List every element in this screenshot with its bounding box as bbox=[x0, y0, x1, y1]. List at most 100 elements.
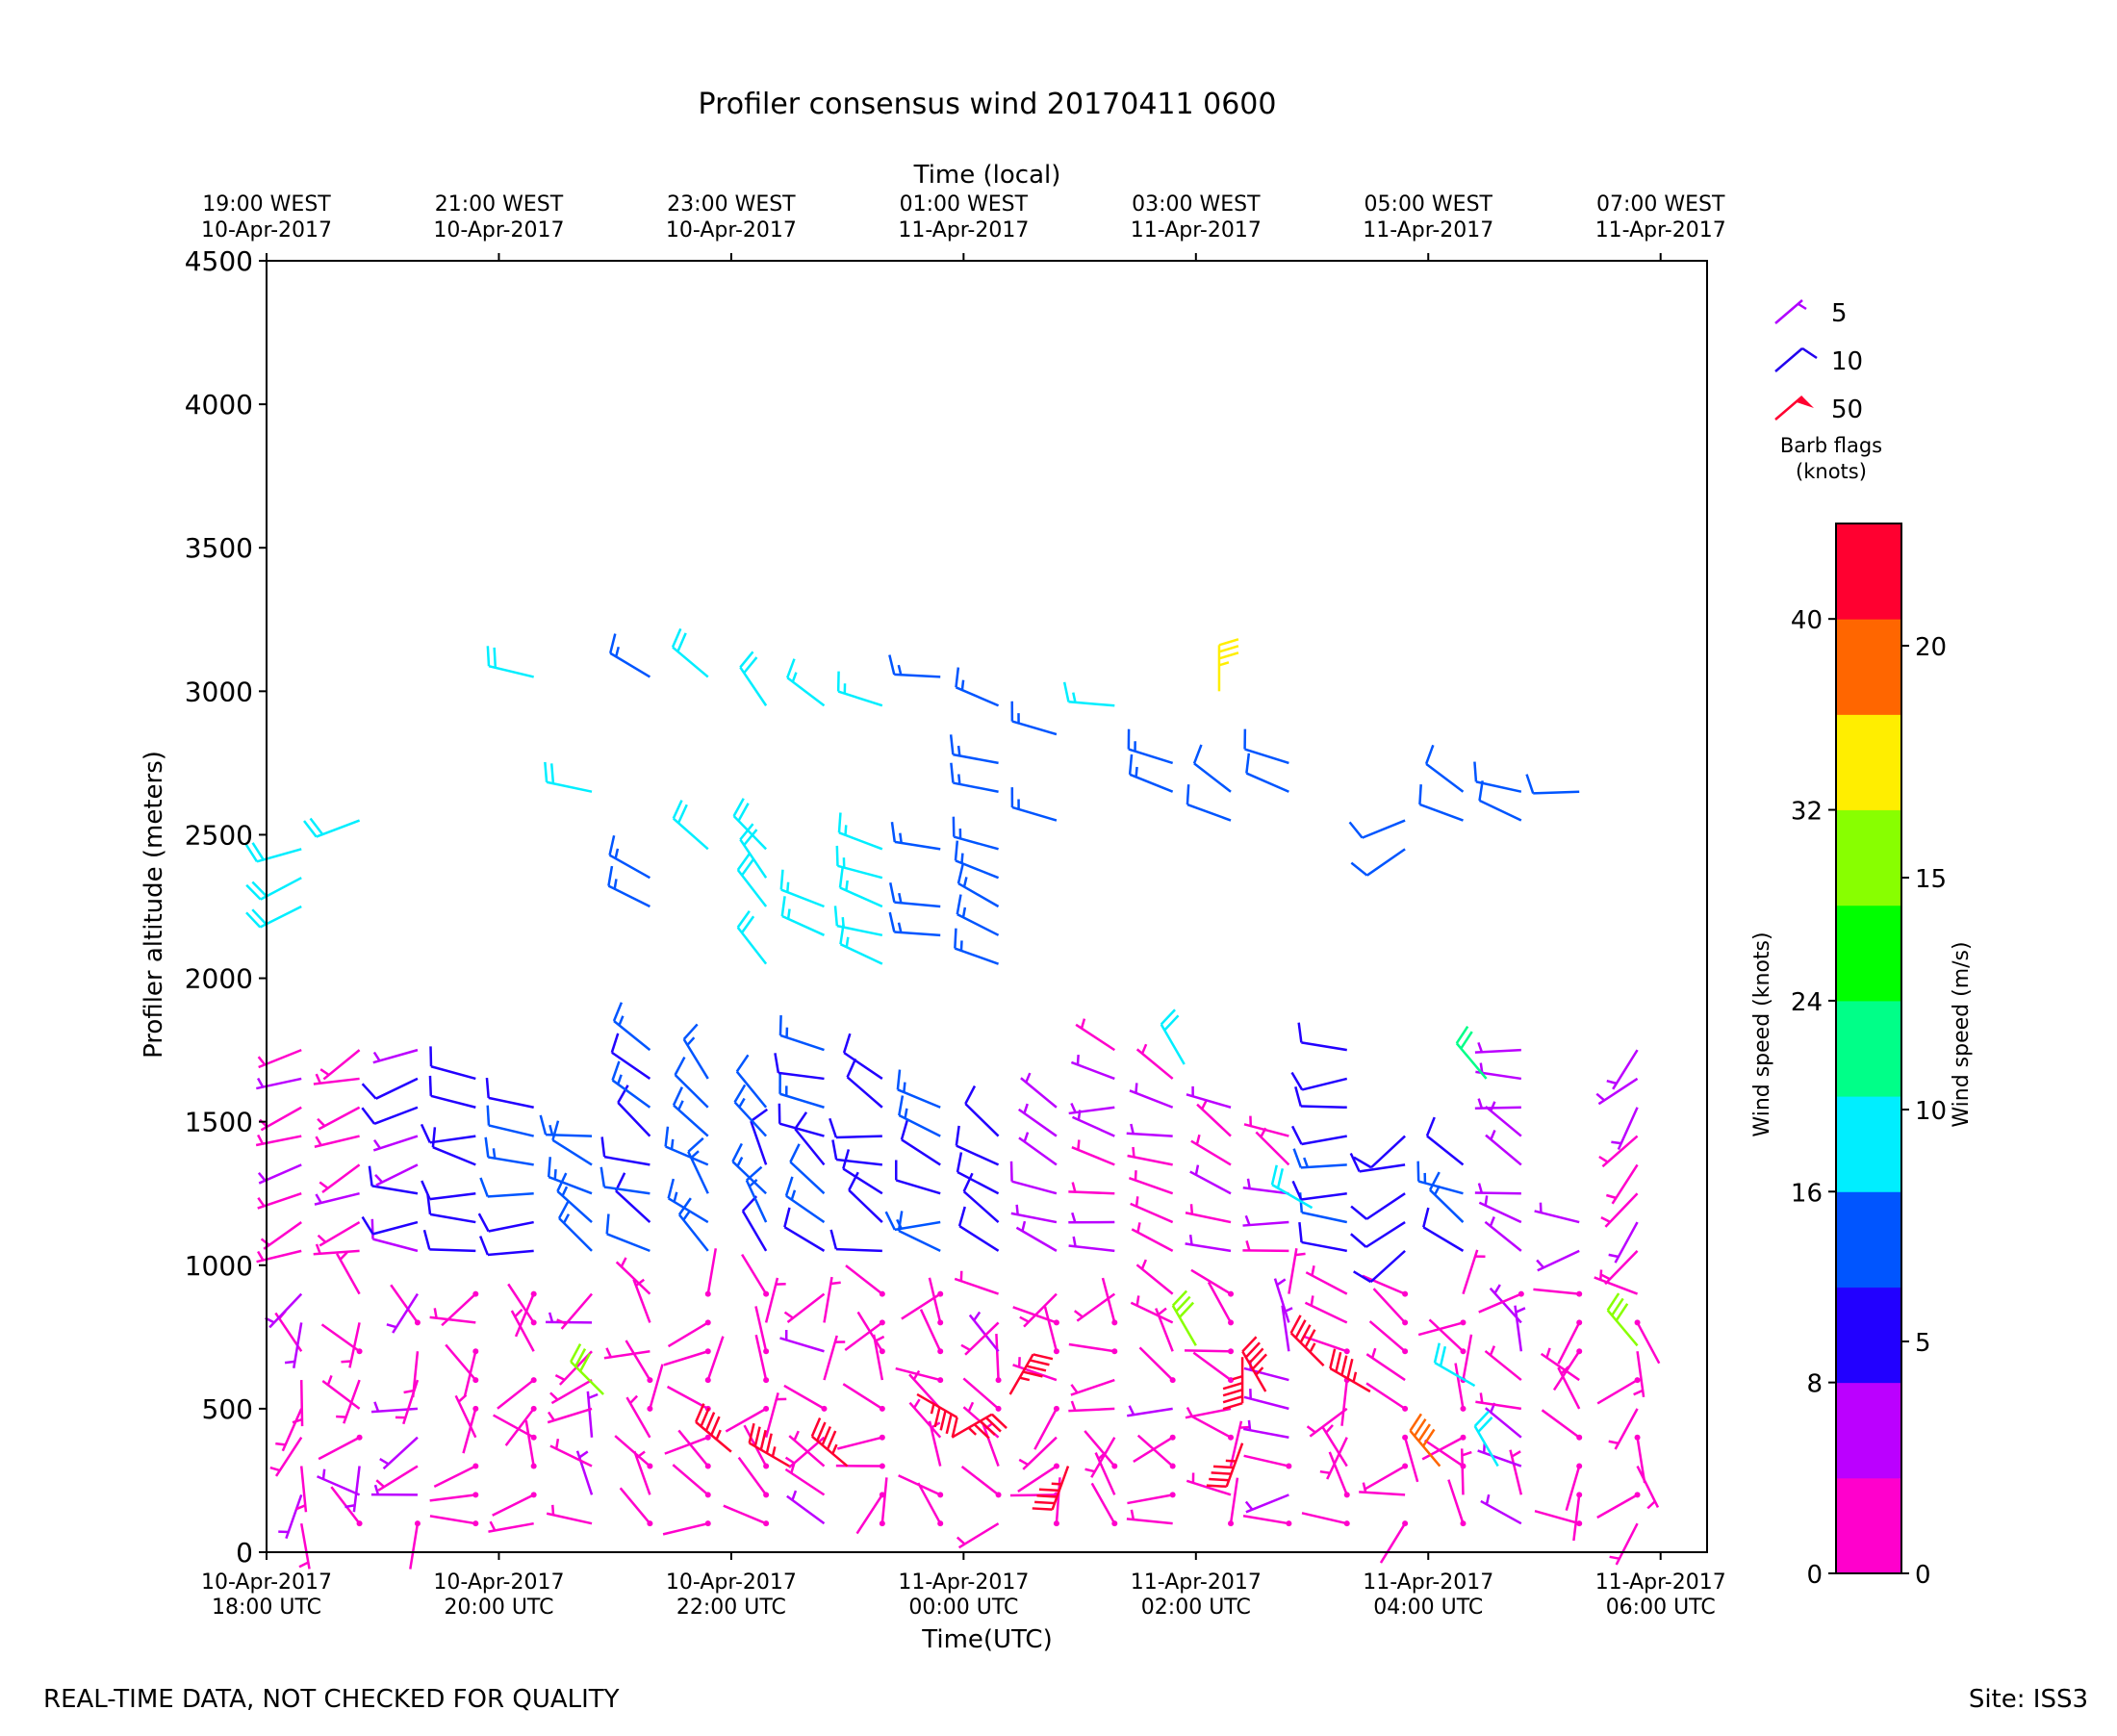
wind-barb bbox=[1076, 1019, 1114, 1050]
wind-barb bbox=[497, 1377, 537, 1409]
wind-barb bbox=[782, 896, 825, 935]
wind-barb bbox=[1475, 1042, 1521, 1052]
wind-barb bbox=[1010, 1354, 1053, 1394]
wind-barb bbox=[1068, 1213, 1114, 1222]
wind-barb bbox=[674, 1087, 708, 1136]
wind-barb bbox=[1611, 1108, 1637, 1150]
x-tick-date: 10-Apr-2017 bbox=[433, 1570, 564, 1595]
wind-barb bbox=[684, 1024, 708, 1079]
wind-barb bbox=[1597, 1377, 1640, 1403]
wind-barb bbox=[1342, 1377, 1350, 1426]
wind-barb bbox=[1429, 1319, 1466, 1354]
wind-barb bbox=[1601, 1193, 1638, 1227]
wind-barb bbox=[1246, 1494, 1289, 1512]
wind-barb bbox=[610, 634, 650, 677]
colorbar-knot-label: 40 bbox=[1791, 606, 1823, 635]
wind-barb bbox=[957, 895, 999, 935]
wind-barb bbox=[1069, 1237, 1115, 1251]
barb-layer bbox=[246, 628, 1659, 1569]
wind-barb bbox=[775, 1053, 824, 1079]
wind-barb bbox=[430, 1076, 475, 1108]
colorbar-segment bbox=[1836, 714, 1901, 810]
wind-barb bbox=[376, 1467, 418, 1491]
legend-barb-5 bbox=[1775, 300, 1806, 323]
wind-barb bbox=[1034, 1406, 1059, 1449]
legend-label-5: 5 bbox=[1831, 299, 1848, 328]
wind-barb bbox=[766, 1278, 786, 1323]
wind-barb bbox=[318, 1469, 360, 1495]
wind-barb bbox=[1072, 1139, 1114, 1164]
wind-barb bbox=[304, 819, 360, 837]
wind-barb bbox=[319, 1435, 362, 1459]
colorbar-segment bbox=[1836, 906, 1901, 1002]
wind-barb bbox=[785, 1294, 825, 1322]
wind-barb bbox=[756, 1335, 769, 1383]
wind-barb bbox=[246, 906, 301, 928]
wind-barb bbox=[550, 1380, 592, 1403]
wind-barb bbox=[314, 1074, 360, 1084]
wind-barb bbox=[785, 1464, 824, 1495]
wind-barb bbox=[964, 1173, 999, 1222]
wind-barb bbox=[896, 1161, 940, 1194]
y-tick-label: 4500 bbox=[185, 245, 253, 277]
x-tick-date: 10-Apr-2017 bbox=[201, 1570, 332, 1595]
x2-tick-date: 11-Apr-2017 bbox=[1131, 218, 1262, 243]
wind-barb bbox=[319, 1164, 359, 1192]
x-tick-date: 11-Apr-2017 bbox=[1131, 1570, 1262, 1595]
wind-barb bbox=[488, 1106, 534, 1136]
wind-barb bbox=[930, 1278, 943, 1326]
wind-barb bbox=[996, 1334, 1002, 1383]
wind-barb bbox=[545, 762, 592, 792]
wind-barb bbox=[601, 1167, 650, 1193]
wind-barb bbox=[737, 1055, 766, 1107]
legend-label-10: 10 bbox=[1831, 347, 1863, 376]
wind-barb bbox=[1293, 1181, 1347, 1199]
x2-tick-time: 07:00 WEST bbox=[1596, 192, 1725, 217]
wind-barb bbox=[604, 1348, 650, 1358]
wind-barb bbox=[318, 1108, 360, 1130]
wind-barb bbox=[1288, 1248, 1305, 1293]
wind-barb bbox=[363, 1079, 418, 1099]
wind-barb bbox=[951, 763, 998, 792]
wind-barb bbox=[1475, 1063, 1520, 1079]
x2-tick-date: 11-Apr-2017 bbox=[898, 218, 1029, 243]
wind-barb bbox=[618, 1085, 650, 1136]
x2-tick-date: 11-Apr-2017 bbox=[1595, 218, 1726, 243]
wind-barb bbox=[1244, 1389, 1288, 1409]
wind-barb bbox=[1243, 1215, 1289, 1225]
wind-barb bbox=[256, 1135, 301, 1145]
wind-barb bbox=[1475, 1412, 1498, 1467]
wind-barb bbox=[362, 1108, 418, 1124]
wind-barb bbox=[858, 1312, 885, 1354]
wind-barb bbox=[1139, 1347, 1175, 1383]
x-tick-time: 22:00 UTC bbox=[676, 1596, 786, 1620]
wind-barb bbox=[665, 1435, 711, 1454]
wind-barb bbox=[669, 1319, 711, 1346]
wind-barb bbox=[1096, 1452, 1115, 1494]
wind-barb bbox=[1510, 1450, 1520, 1495]
wind-barb bbox=[1330, 1349, 1370, 1391]
wind-barb bbox=[548, 1157, 592, 1193]
wind-barb bbox=[956, 1126, 999, 1164]
wind-barb bbox=[824, 1336, 845, 1380]
colorbar-knot-label: 24 bbox=[1791, 988, 1823, 1017]
wind-barb bbox=[1016, 1221, 1057, 1251]
colorbar-segment bbox=[1836, 1478, 1901, 1574]
wind-barb bbox=[607, 1214, 650, 1251]
wind-barb bbox=[494, 1416, 537, 1441]
wind-barb bbox=[1351, 849, 1405, 875]
wind-barb bbox=[899, 1211, 940, 1250]
wind-barb bbox=[1299, 1222, 1346, 1251]
wind-barb bbox=[1486, 1131, 1521, 1165]
wind-barb bbox=[1019, 1104, 1057, 1136]
wind-barb bbox=[541, 1115, 592, 1136]
wind-barb bbox=[421, 1181, 475, 1199]
wind-barb bbox=[1402, 1435, 1417, 1482]
wind-barb bbox=[430, 1516, 478, 1526]
x-tick-date: 10-Apr-2017 bbox=[666, 1570, 797, 1595]
wind-barb bbox=[951, 734, 998, 763]
wind-barb bbox=[795, 1112, 824, 1165]
